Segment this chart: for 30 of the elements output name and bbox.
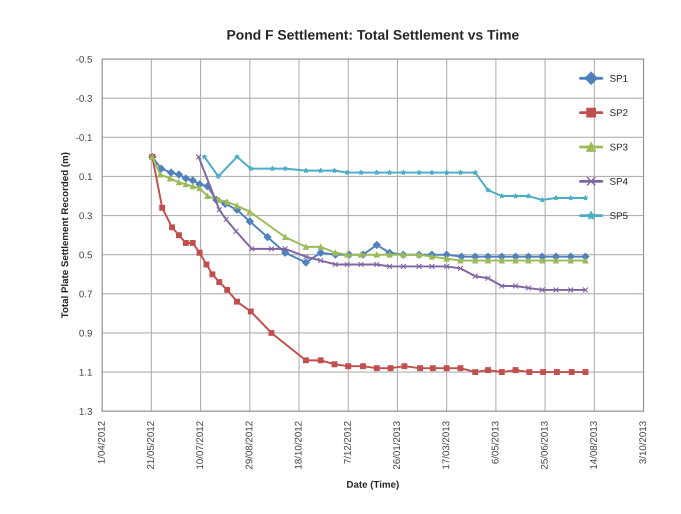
- y-tick-label: 1.1: [80, 368, 92, 376]
- legend-label: SP4: [610, 178, 628, 185]
- legend-label: SP3: [610, 144, 628, 150]
- x-tick-label: 17/03/2013: [442, 421, 450, 469]
- y-tick-label: -0.5: [76, 56, 92, 63]
- x-axis-title: Date (Time): [347, 480, 399, 490]
- x-tick-label: 18/10/2012: [294, 421, 302, 469]
- y-tick-label: 0.9: [79, 330, 92, 337]
- y-tick-label: 0.7: [79, 290, 92, 298]
- legend-label: SP2: [610, 109, 628, 116]
- y-tick-label: 0.5: [79, 251, 92, 258]
- x-tick-label: 26/01/2013: [392, 421, 400, 470]
- chart-title: Pond F Settlement: Total Settlement vs Time: [227, 30, 519, 40]
- y-tick-label: 0.1: [79, 173, 92, 180]
- y-tick-label: -0.1: [76, 134, 92, 141]
- x-tick-label: 10/07/2012: [196, 421, 204, 469]
- legend-label: SP5: [610, 212, 628, 220]
- x-tick-label: 21/05/2012: [146, 421, 154, 470]
- x-tick-label: 29/08/2012: [245, 421, 252, 470]
- y-tick-label: -0.3: [76, 94, 92, 102]
- x-tick-label: 25/06/2013: [540, 421, 548, 470]
- y-axis-title: Total Plate Settlement Recorded (m): [61, 152, 70, 318]
- x-tick-label: 6/05/2013: [491, 421, 498, 464]
- x-tick-label: 14/08/2013: [590, 421, 597, 469]
- x-tick-label: 1/04/2012: [98, 421, 105, 464]
- legend-label: SP1: [610, 74, 628, 82]
- y-tick-label: 0.3: [79, 212, 92, 220]
- x-tick-label: 7/12/2012: [344, 421, 351, 464]
- x-tick-label: 3/10/2013: [639, 421, 646, 464]
- y-tick-label: 1.3: [80, 408, 92, 415]
